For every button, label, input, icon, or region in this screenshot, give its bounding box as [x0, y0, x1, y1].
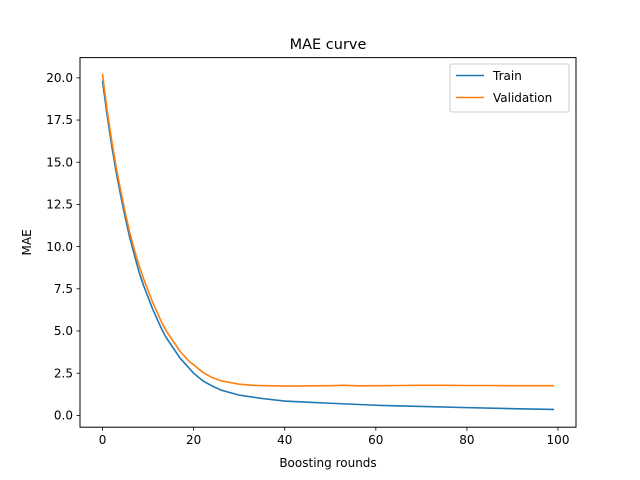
- y-tick-label: 0.0: [54, 409, 73, 423]
- y-tick-label: 7.5: [54, 282, 73, 296]
- x-tick-label: 0: [99, 433, 107, 447]
- y-axis-title: MAE: [20, 229, 34, 255]
- y-tick-label: 12.5: [46, 198, 73, 212]
- x-tick-label: 100: [547, 433, 570, 447]
- y-tick-label: 15.0: [46, 155, 73, 169]
- y-tick-label: 5.0: [54, 324, 73, 338]
- series-lines: [101, 73, 555, 411]
- plot-area: [79, 57, 577, 428]
- x-axis-ticks: 0 20 40 60 80 100: [99, 427, 570, 447]
- legend: Train Validation: [449, 63, 570, 113]
- series-line-validation: [101, 73, 555, 387]
- x-tick-label: 20: [186, 433, 201, 447]
- series-line-train: [101, 80, 555, 411]
- legend-label-validation: Validation: [493, 91, 552, 105]
- x-tick-label: 80: [459, 433, 474, 447]
- y-tick-label: 10.0: [46, 240, 73, 254]
- y-tick-label: 17.5: [46, 113, 73, 127]
- x-axis-title: Boosting rounds: [279, 456, 376, 470]
- y-axis-ticks: 0.0 2.5 5.0 7.5 10.0 12.5 15.0 17.5 20.0: [46, 71, 80, 423]
- x-tick-label: 40: [277, 433, 292, 447]
- y-tick-label: 2.5: [54, 366, 73, 380]
- x-tick-label: 60: [368, 433, 383, 447]
- legend-label-train: Train: [492, 69, 522, 83]
- axes-frame: [79, 57, 577, 428]
- y-tick-label: 20.0: [46, 71, 73, 85]
- chart-title: MAE curve: [290, 37, 367, 53]
